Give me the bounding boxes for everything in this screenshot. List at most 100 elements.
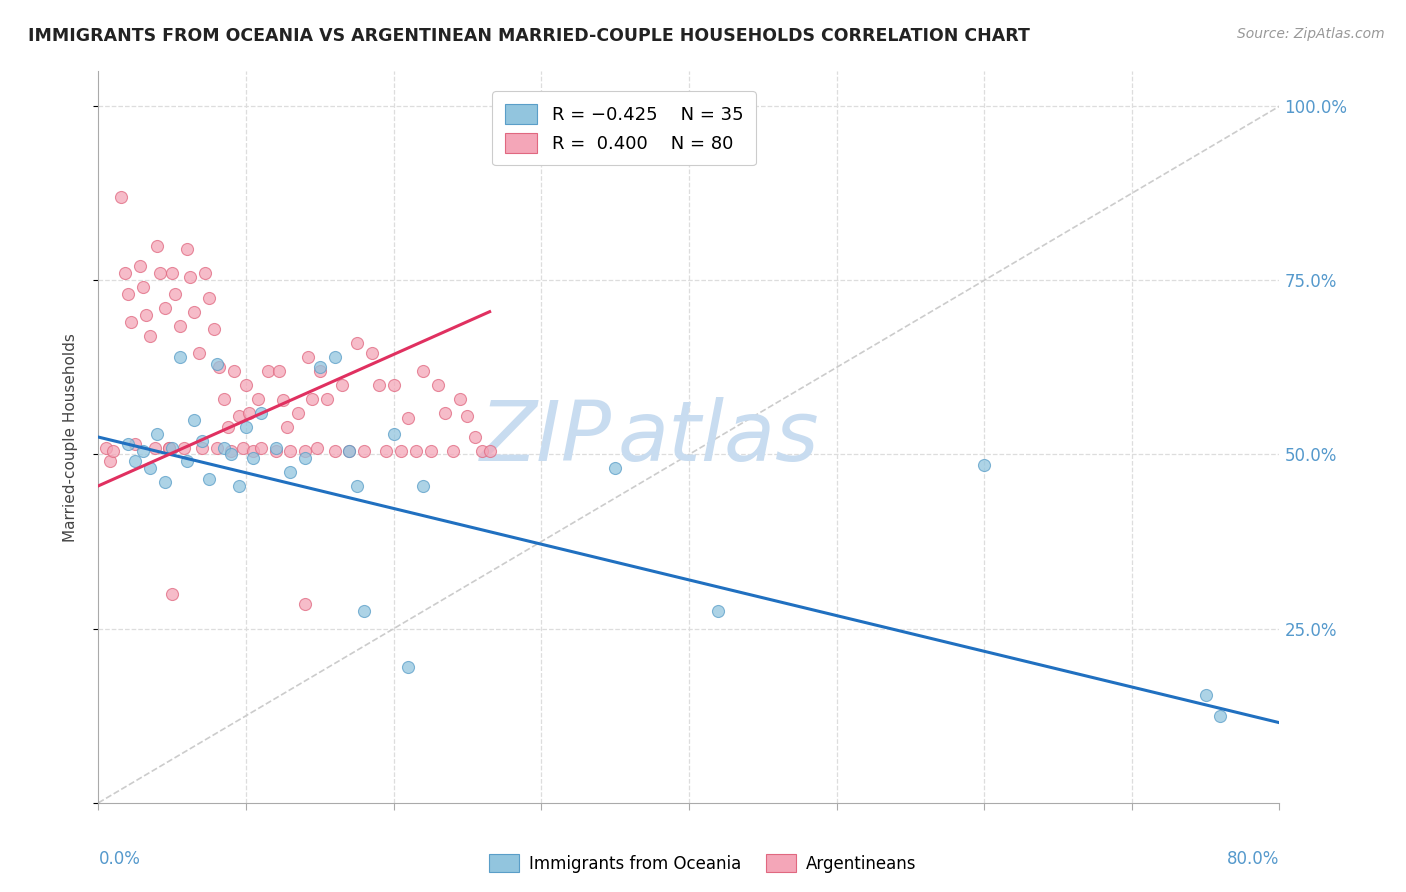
Point <box>297 350 319 364</box>
Point <box>412 479 434 493</box>
Point <box>173 441 195 455</box>
Point <box>316 392 339 406</box>
Point <box>353 444 375 458</box>
Point <box>162 587 183 601</box>
Point <box>707 604 730 618</box>
Point <box>294 450 316 465</box>
Point <box>309 364 332 378</box>
Point <box>449 392 471 406</box>
Point <box>330 377 353 392</box>
Point <box>228 409 250 424</box>
Point <box>973 458 995 472</box>
Point <box>471 444 494 458</box>
Text: ZIP: ZIP <box>481 397 612 477</box>
Point <box>250 441 273 455</box>
Text: 80.0%: 80.0% <box>1227 850 1279 868</box>
Point <box>224 364 246 378</box>
Point <box>191 441 214 455</box>
Point <box>194 266 217 280</box>
Point <box>153 475 176 490</box>
Point <box>183 304 205 318</box>
Point <box>353 604 375 618</box>
Point <box>323 350 346 364</box>
Point <box>132 280 155 294</box>
Point <box>128 260 150 274</box>
Point <box>205 441 228 455</box>
Legend: Immigrants from Oceania, Argentineans: Immigrants from Oceania, Argentineans <box>482 847 924 880</box>
Point <box>323 444 346 458</box>
Point <box>146 238 169 252</box>
Point <box>219 444 242 458</box>
Point <box>242 450 264 465</box>
Point <box>339 444 360 458</box>
Point <box>135 308 157 322</box>
Point <box>276 419 298 434</box>
Point <box>219 448 242 462</box>
Point <box>202 322 225 336</box>
Text: 0.0%: 0.0% <box>98 850 141 868</box>
Point <box>267 364 290 378</box>
Point <box>427 377 450 392</box>
Point <box>382 377 405 392</box>
Point <box>264 441 287 455</box>
Y-axis label: Married-couple Households: Married-couple Households <box>63 333 77 541</box>
Point <box>382 426 405 441</box>
Point <box>235 419 257 434</box>
Point <box>146 426 169 441</box>
Point <box>162 441 183 455</box>
Point <box>179 269 201 284</box>
Point <box>212 392 235 406</box>
Point <box>264 444 287 458</box>
Point <box>396 410 419 425</box>
Point <box>169 350 191 364</box>
Text: Source: ZipAtlas.com: Source: ZipAtlas.com <box>1237 27 1385 41</box>
Point <box>278 444 302 458</box>
Point <box>396 660 419 674</box>
Point <box>149 266 172 280</box>
Point <box>187 346 209 360</box>
Point <box>339 444 360 458</box>
Point <box>132 444 155 458</box>
Point <box>235 377 257 392</box>
Point <box>242 444 264 458</box>
Point <box>110 190 132 204</box>
Point <box>114 266 136 280</box>
Point <box>271 393 294 408</box>
Point <box>301 392 323 406</box>
Point <box>157 441 180 455</box>
Point <box>305 441 328 455</box>
Point <box>360 346 382 360</box>
Point <box>94 441 117 455</box>
Point <box>198 472 221 486</box>
Text: atlas: atlas <box>619 397 820 477</box>
Point <box>157 441 180 455</box>
Point <box>287 406 309 420</box>
Point <box>143 441 166 455</box>
Point <box>139 329 162 343</box>
Point <box>441 444 464 458</box>
Point <box>294 444 316 458</box>
Point <box>250 406 273 420</box>
Point <box>464 430 486 444</box>
Point <box>176 454 198 468</box>
Point <box>98 454 121 468</box>
Point <box>153 301 176 316</box>
Point <box>228 479 250 493</box>
Point <box>605 461 627 475</box>
Point <box>208 360 231 375</box>
Point <box>1209 708 1232 723</box>
Point <box>162 266 183 280</box>
Point <box>278 465 302 479</box>
Point <box>176 242 198 256</box>
Point <box>419 444 441 458</box>
Legend: R = −0.425    N = 35, R =  0.400    N = 80: R = −0.425 N = 35, R = 0.400 N = 80 <box>492 91 756 165</box>
Point <box>169 318 191 333</box>
Point <box>124 437 146 451</box>
Point <box>346 336 368 351</box>
Point <box>478 444 501 458</box>
Point <box>124 454 146 468</box>
Point <box>217 419 239 434</box>
Point <box>238 406 260 420</box>
Point <box>183 412 205 426</box>
Point <box>120 315 142 329</box>
